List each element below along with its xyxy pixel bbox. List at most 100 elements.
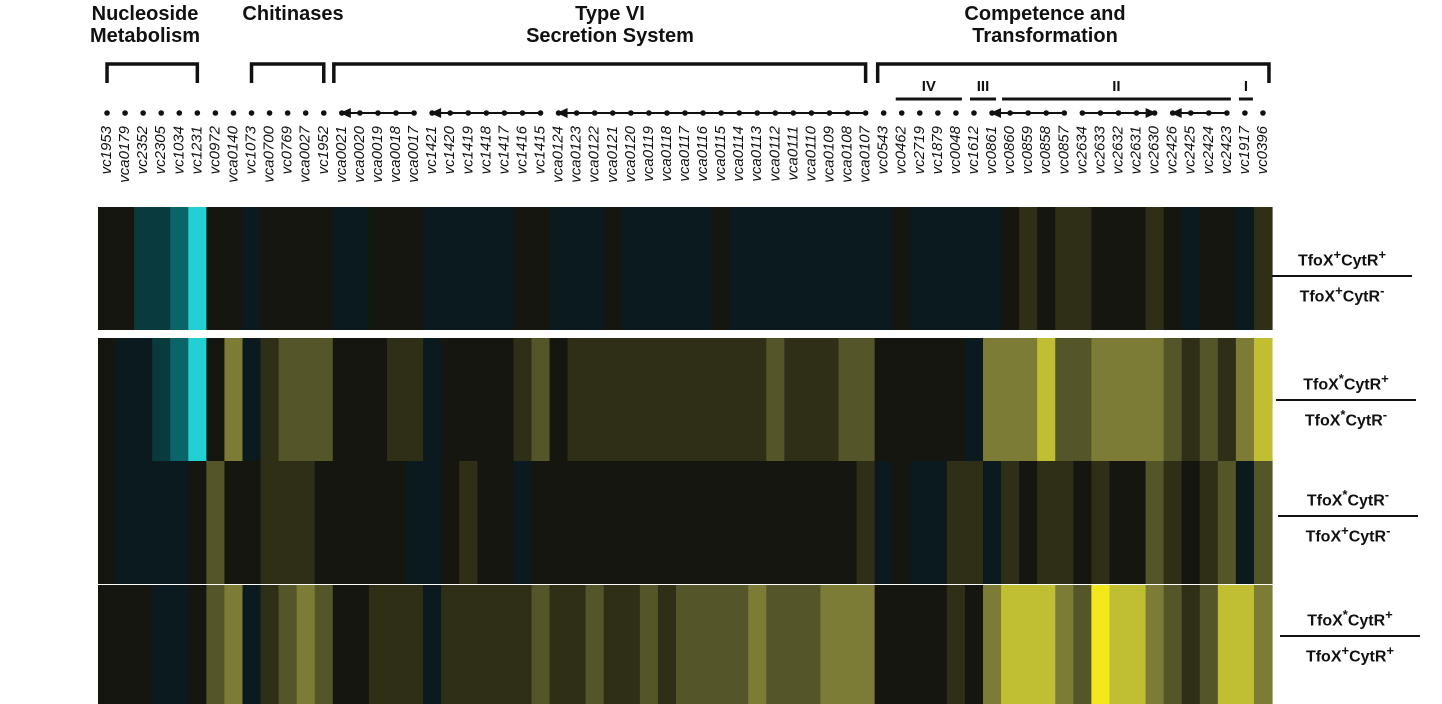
heatmap-cell-r3-vc1416 (513, 461, 533, 584)
heatmap-cell-r2-vca0112 (766, 338, 785, 461)
group-title-chitinases: Chitinases (242, 3, 344, 25)
heatmap-cell-r3-vc2719 (910, 461, 930, 584)
heatmap-cell-r3-vc1418 (477, 461, 496, 584)
heatmap-cell-r4-vc2426 (1163, 585, 1183, 704)
gene-label-vc0769: vc0769 (279, 125, 296, 174)
heatmap-cell-r2-vc2631 (1127, 338, 1147, 461)
heatmap-cell-r1-vc1952 (314, 207, 334, 330)
gene-label-vc1073: vc1073 (243, 125, 260, 174)
heatmap-cell-r4-vc2425 (1181, 585, 1201, 704)
heatmap-cell-r3-vca0700 (260, 461, 280, 584)
heatmap-cell-r4-vc1034 (170, 585, 189, 704)
heatmap-cell-r2-vc1421 (423, 338, 442, 461)
heatmap-cell-r1-vc0861 (983, 207, 1002, 330)
gene-dot-vc1612 (971, 110, 977, 116)
gene-label-vca0113: vca0113 (748, 125, 765, 181)
heatmap-cell-r2-vca0120 (621, 338, 641, 461)
gene-dot-vca0027 (302, 110, 309, 116)
gene-label-vca0020: vca0020 (351, 125, 368, 182)
heatmap-cell-r1-vca0112 (766, 207, 785, 330)
heatmap-cell-r1-vc0048 (946, 207, 966, 330)
heatmap-cell-r2-vc1879 (928, 338, 948, 461)
heatmap-cell-r3-vc2426 (1163, 461, 1183, 584)
heatmap-cell-r2-vc2632 (1109, 338, 1129, 461)
heatmap-cell-r3-vc0048 (946, 461, 966, 584)
bracket-nucleoside (105, 62, 200, 83)
operon-arrow-vc2634-2630-head (1145, 108, 1157, 118)
heatmap-cell-r1-vca0115 (712, 207, 731, 330)
heatmap-cell-r2-vc0543 (874, 338, 894, 461)
heatmap-cell-r1-vca0019 (368, 207, 388, 330)
gene-label-vca0021: vca0021 (333, 126, 350, 183)
row-label-1-denominator: TfoX+CytR- (1299, 283, 1385, 306)
heatmap-cell-r4-vca0109 (820, 585, 840, 704)
operon-label-3: II (1112, 78, 1120, 95)
heatmap-cell-r1-vc0543 (874, 207, 894, 330)
heatmap-cell-r2-vca0110 (802, 338, 822, 461)
gene-label-vc0462: vc0462 (893, 125, 910, 174)
heatmap-cell-r3-vca0021 (332, 461, 352, 584)
heatmap-cell-r2-vc1952 (314, 338, 334, 461)
heatmap-cell-r1-vc0858 (1037, 207, 1056, 330)
heatmap-cell-r3-vc1420 (441, 461, 460, 584)
heatmap-cell-r1-vc1420 (441, 207, 460, 330)
heatmap-cell-r2-vca0116 (694, 338, 713, 461)
heatmap-cell-r4-vca0700 (260, 585, 280, 704)
gene-label-vc0048: vc0048 (947, 125, 964, 174)
heatmap-cell-r1-vca0123 (567, 207, 587, 330)
heatmap-cell-r3-vc2423 (1217, 461, 1237, 584)
heatmap-cell-r3-vc0859 (1019, 461, 1038, 584)
heatmap-cell-r1-vca0108 (838, 207, 858, 330)
heatmap-cell-r4-vc0972 (206, 585, 226, 704)
heatmap-cell-r3-vca0115 (712, 461, 731, 584)
heatmap-cell-r2-vca0020 (350, 338, 370, 461)
heatmap-cell-r3-vca0119 (639, 461, 659, 584)
row-label-1: TfoX+CytR+ TfoX+CytR- (1272, 244, 1412, 309)
heatmap-cell-r1-vca0107 (856, 207, 876, 330)
gene-dot-vc1879 (935, 110, 941, 116)
row-label-4-numerator: TfoX*CytR+ (1307, 607, 1393, 630)
heatmap-cell-r1-vca0117 (675, 207, 695, 330)
heatmap-cell-r1-vca0018 (386, 207, 406, 330)
heatmap-cell-r3-vca0121 (603, 461, 623, 584)
heatmap-cell-r1-vc1034 (170, 207, 189, 330)
heatmap-cell-r1-vc2423 (1217, 207, 1237, 330)
heatmap-cell-r4-vca0121 (603, 585, 623, 704)
heatmap-cell-r3-vca0116 (694, 461, 713, 584)
gene-dot-vc2634 (1079, 110, 1086, 116)
heatmap-cell-r1-vca0179 (116, 207, 135, 330)
row-label-1-numerator: TfoX+CytR+ (1297, 247, 1387, 270)
gene-label-vca0019: vca0019 (369, 125, 386, 182)
heatmap-cell-r4-vca0119 (639, 585, 659, 704)
heatmap-cell-r2-vca0117 (675, 338, 695, 461)
heatmap-cell-r3-vca0120 (621, 461, 641, 584)
heatmap-cell-r3-vca0117 (675, 461, 695, 584)
heatmap-cell-r2-vca0114 (730, 338, 749, 461)
operon-arrows: IV III II I (339, 78, 1253, 118)
operon-arrow-vc2423-2426-head (1170, 108, 1182, 118)
heatmap-cell-r3-vc2631 (1127, 461, 1147, 584)
gene-label-vca0109: vca0109 (820, 125, 837, 182)
heatmap-cell-r3-vc0860 (1001, 461, 1020, 584)
heatmap-cell-r1-vca0121 (603, 207, 623, 330)
operon-arrow-vc0858-0861-head (990, 108, 1002, 118)
heatmap-cell-r3-vc1952 (314, 461, 334, 584)
gene-label-vc1415: vc1415 (532, 125, 549, 174)
heatmap-cell-r1-vc1917 (1235, 207, 1255, 330)
gene-label-vc2719: vc2719 (911, 125, 928, 174)
gene-label-vc2630: vc2630 (1146, 125, 1163, 174)
heatmap-cell-r3-vca0109 (820, 461, 840, 584)
heatmap-cell-r2-vc2633 (1091, 338, 1111, 461)
gene-label-vc0858: vc0858 (1037, 125, 1054, 174)
gene-label-vca0123: vca0123 (568, 125, 585, 182)
gene-dot-vc1034 (176, 110, 183, 116)
heatmap-cell-r2-vca0118 (657, 338, 677, 461)
heatmap-cell-r2-vc0858 (1037, 338, 1056, 461)
heatmap-cell-r4-vca0124 (549, 585, 569, 704)
heatmap-cell-r4-vc1420 (441, 585, 460, 704)
heatmap-cell-r3-vc1415 (531, 461, 551, 584)
heatmap-cell-r1-vc2633 (1091, 207, 1111, 330)
gene-label-vc2633: vc2633 (1091, 125, 1108, 174)
heatmap-cell-r2-vc0396 (1253, 338, 1273, 461)
heatmap-cell-r2-vc0857 (1055, 338, 1074, 461)
